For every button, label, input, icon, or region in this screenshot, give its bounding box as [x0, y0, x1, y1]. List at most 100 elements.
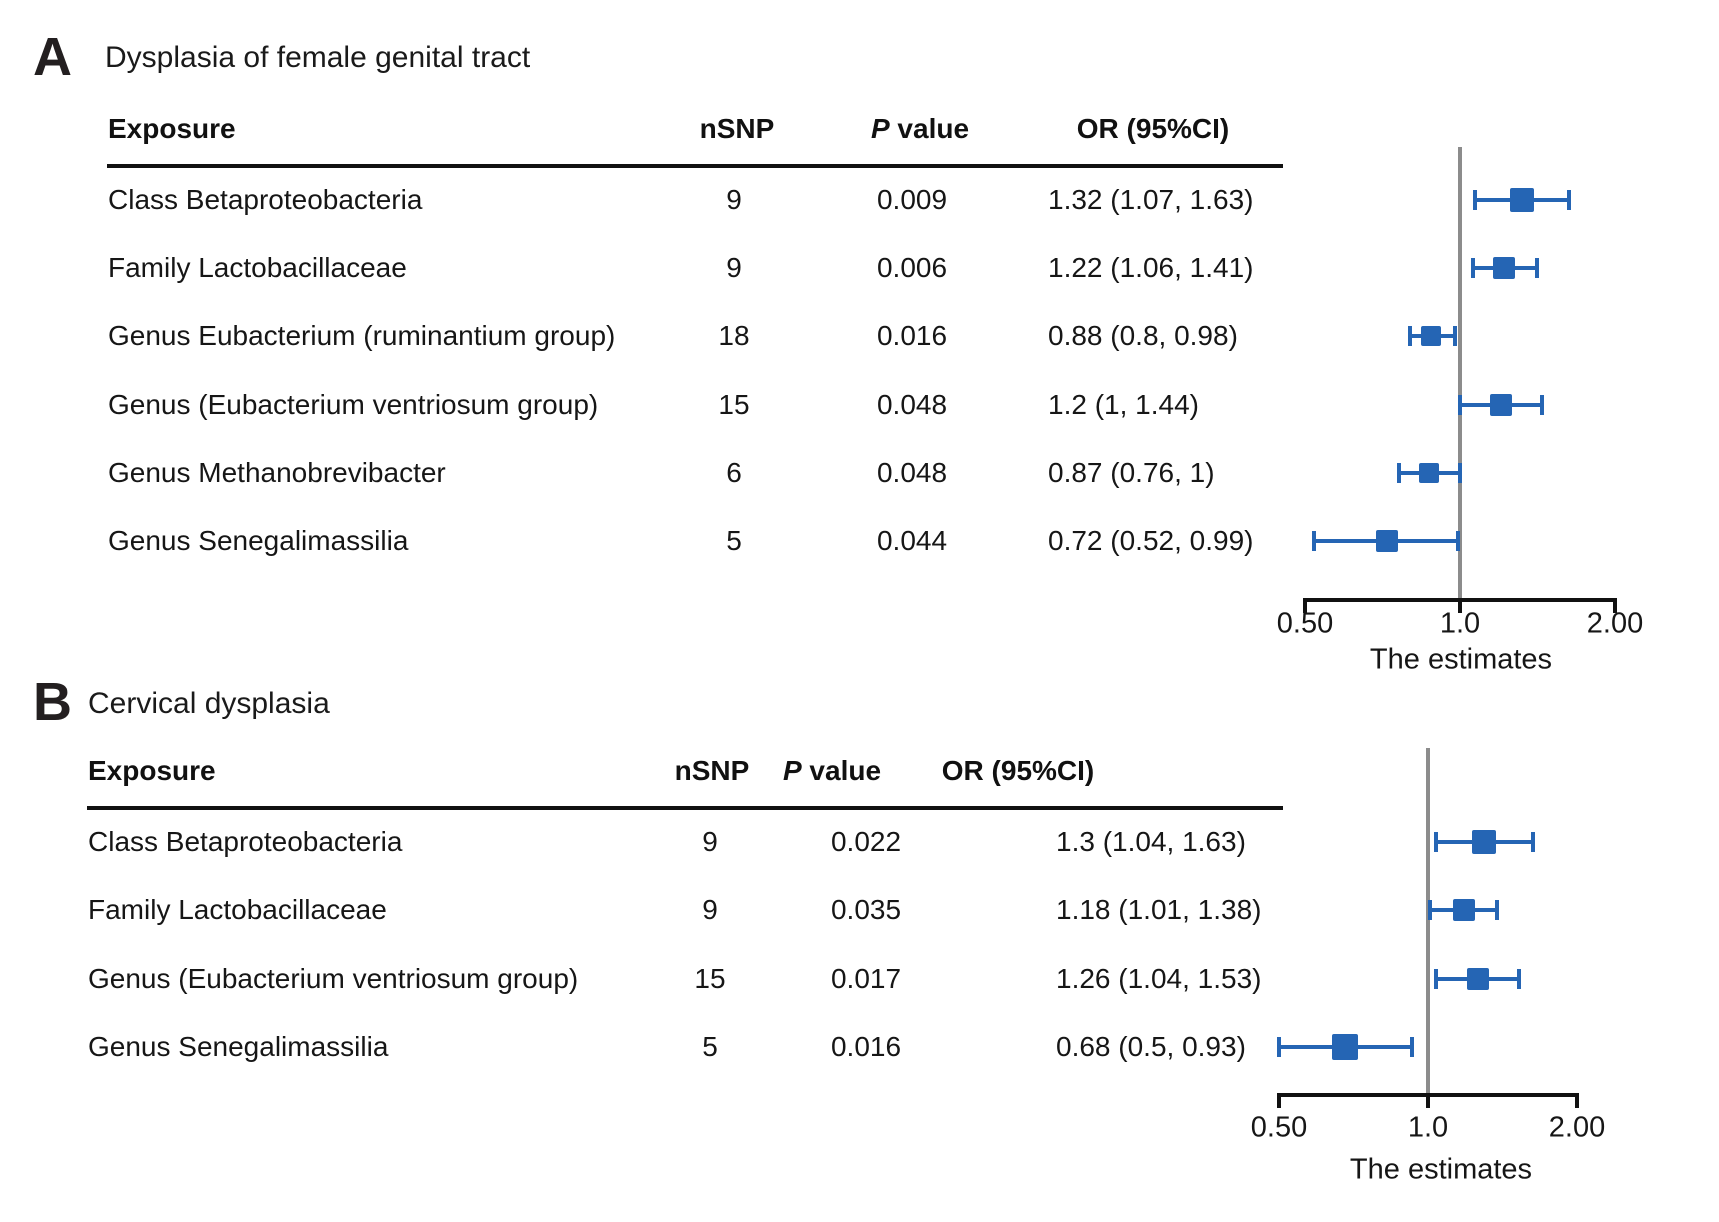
ci-cap-low	[1434, 832, 1439, 852]
exposure-cell: Genus (Eubacterium ventriosum group)	[108, 388, 599, 420]
or-ci-cell: 1.3 (1.04, 1.63)	[1056, 826, 1246, 857]
or-point-square	[1332, 1033, 1359, 1060]
ci-cap-high	[1455, 531, 1460, 551]
or-ci-cell: 1.2 (1, 1.44)	[1048, 388, 1199, 420]
exposure-cell: Family Lactobacillaceae	[108, 252, 407, 284]
pvalue-cell: 0.006	[876, 252, 948, 284]
ci-cap-low	[1471, 258, 1476, 279]
panel-a-axis-label: The estimates	[1369, 643, 1553, 676]
ci-cap-low	[1434, 968, 1439, 989]
ci-cap-low	[1458, 394, 1462, 415]
or-ci-cell: 0.87 (0.76, 1)	[1048, 456, 1215, 488]
nsnp-cell: 9	[726, 184, 742, 215]
nsnp-cell: 5	[702, 1030, 718, 1062]
exposure-cell: Genus Senegalimassilia	[88, 1030, 389, 1062]
panel-a-header-pvalue-p: P	[870, 113, 890, 144]
ci-cap-low	[1311, 531, 1316, 551]
or-ci-cell: 0.72 (0.52, 0.99)	[1048, 525, 1254, 556]
panel-a-xtick-10: 1.0	[1439, 607, 1481, 640]
or-point-square	[1510, 188, 1535, 212]
or-ci-cell: 1.22 (1.06, 1.41)	[1048, 252, 1254, 284]
nsnp-cell: 15	[718, 388, 750, 420]
ci-cap-high	[1453, 326, 1458, 347]
panel-b-header-nsnp: nSNP	[674, 755, 750, 786]
nsnp-cell: 9	[726, 252, 742, 284]
panel-a-header-nsnp: nSNP	[699, 113, 775, 144]
x-axis-tick	[1575, 1093, 1579, 1108]
ci-cap-low	[1408, 326, 1413, 347]
pvalue-cell: 0.022	[830, 826, 902, 857]
pvalue-cell: 0.017	[830, 962, 902, 994]
panel-a-header-or: OR (95%CI)	[1076, 113, 1230, 144]
or-point-square	[1375, 530, 1398, 552]
ci-cap-high	[1410, 1036, 1415, 1057]
ci-cap-low	[1428, 900, 1433, 921]
panel-b-header-pvalue-rest: value	[801, 755, 882, 786]
panel-a-xtick-200: 2.00	[1586, 607, 1644, 640]
x-axis-tick	[1426, 1093, 1430, 1108]
ci-cap-high	[1539, 394, 1544, 415]
panel-b-header-or: OR (95%CI)	[941, 755, 1095, 786]
or-point-square	[1472, 830, 1497, 854]
x-axis-tick	[1458, 598, 1462, 613]
exposure-cell: Genus (Eubacterium ventriosum group)	[88, 962, 579, 994]
pvalue-cell: 0.016	[830, 1030, 902, 1062]
panel-b-xtick-200: 2.00	[1548, 1111, 1606, 1144]
exposure-cell: Genus Eubacterium (ruminantium group)	[108, 320, 616, 352]
panel-a-header-exposure: Exposure	[108, 113, 236, 144]
pvalue-cell: 0.048	[876, 388, 948, 420]
pvalue-cell: 0.044	[876, 525, 948, 556]
pvalue-cell: 0.016	[876, 320, 948, 352]
ci-cap-high	[1458, 462, 1462, 483]
panel-b-header-exposure: Exposure	[88, 755, 216, 786]
or-point-square	[1418, 462, 1439, 483]
exposure-cell: Family Lactobacillaceae	[88, 894, 387, 926]
panel-b-title: Cervical dysplasia	[88, 687, 330, 720]
nsnp-cell: 9	[702, 894, 718, 926]
or-point-square	[1421, 326, 1442, 347]
nsnp-cell: 9	[702, 826, 718, 857]
panel-a-header-rule	[107, 164, 1283, 168]
or-point-square	[1489, 393, 1512, 416]
exposure-cell: Class Betaproteobacteria	[108, 184, 423, 215]
ci-cap-high	[1567, 190, 1572, 210]
or-ci-cell: 0.88 (0.8, 0.98)	[1048, 320, 1238, 352]
or-ci-cell: 0.68 (0.5, 0.93)	[1056, 1030, 1246, 1062]
or-point-square	[1452, 899, 1475, 922]
ci-cap-low	[1396, 462, 1401, 483]
pvalue-cell: 0.048	[876, 456, 948, 488]
or-ci-cell: 1.32 (1.07, 1.63)	[1048, 184, 1254, 215]
panel-a-title: Dysplasia of female genital tract	[105, 41, 531, 74]
panel-b-letter: B	[33, 672, 73, 732]
nsnp-cell: 6	[726, 456, 742, 488]
panel-b-header-rule	[87, 806, 1283, 810]
or-ci-cell: 1.26 (1.04, 1.53)	[1056, 962, 1262, 994]
ci-cap-high	[1531, 832, 1536, 852]
ci-cap-high	[1534, 258, 1539, 279]
ci-cap-high	[1495, 900, 1500, 921]
exposure-cell: Genus Senegalimassilia	[108, 525, 409, 556]
ci-cap-low	[1277, 1036, 1281, 1057]
panel-b-xtick-10: 1.0	[1407, 1111, 1449, 1144]
reference-line	[1426, 748, 1430, 1093]
exposure-cell: Class Betaproteobacteria	[88, 826, 403, 857]
x-axis-tick	[1303, 598, 1307, 613]
x-axis-tick	[1277, 1093, 1281, 1108]
x-axis-tick	[1613, 598, 1617, 613]
panel-a-letter: A	[33, 27, 73, 87]
ci-cap-high	[1517, 968, 1522, 989]
panel-b-header-pvalue: P value	[783, 755, 881, 787]
nsnp-cell: 5	[726, 525, 742, 556]
pvalue-cell: 0.009	[876, 184, 948, 215]
pvalue-cell: 0.035	[830, 894, 902, 926]
panel-a-xtick-050: 0.50	[1276, 607, 1334, 640]
panel-b-axis-label: The estimates	[1349, 1153, 1533, 1186]
nsnp-cell: 18	[718, 320, 750, 352]
or-point-square	[1466, 967, 1489, 990]
or-point-square	[1493, 257, 1516, 280]
panel-a-header-pvalue: P value	[871, 113, 969, 145]
panel-a-header-pvalue-rest: value	[889, 113, 970, 144]
reference-line	[1458, 147, 1462, 598]
exposure-cell: Genus Methanobrevibacter	[108, 456, 446, 488]
